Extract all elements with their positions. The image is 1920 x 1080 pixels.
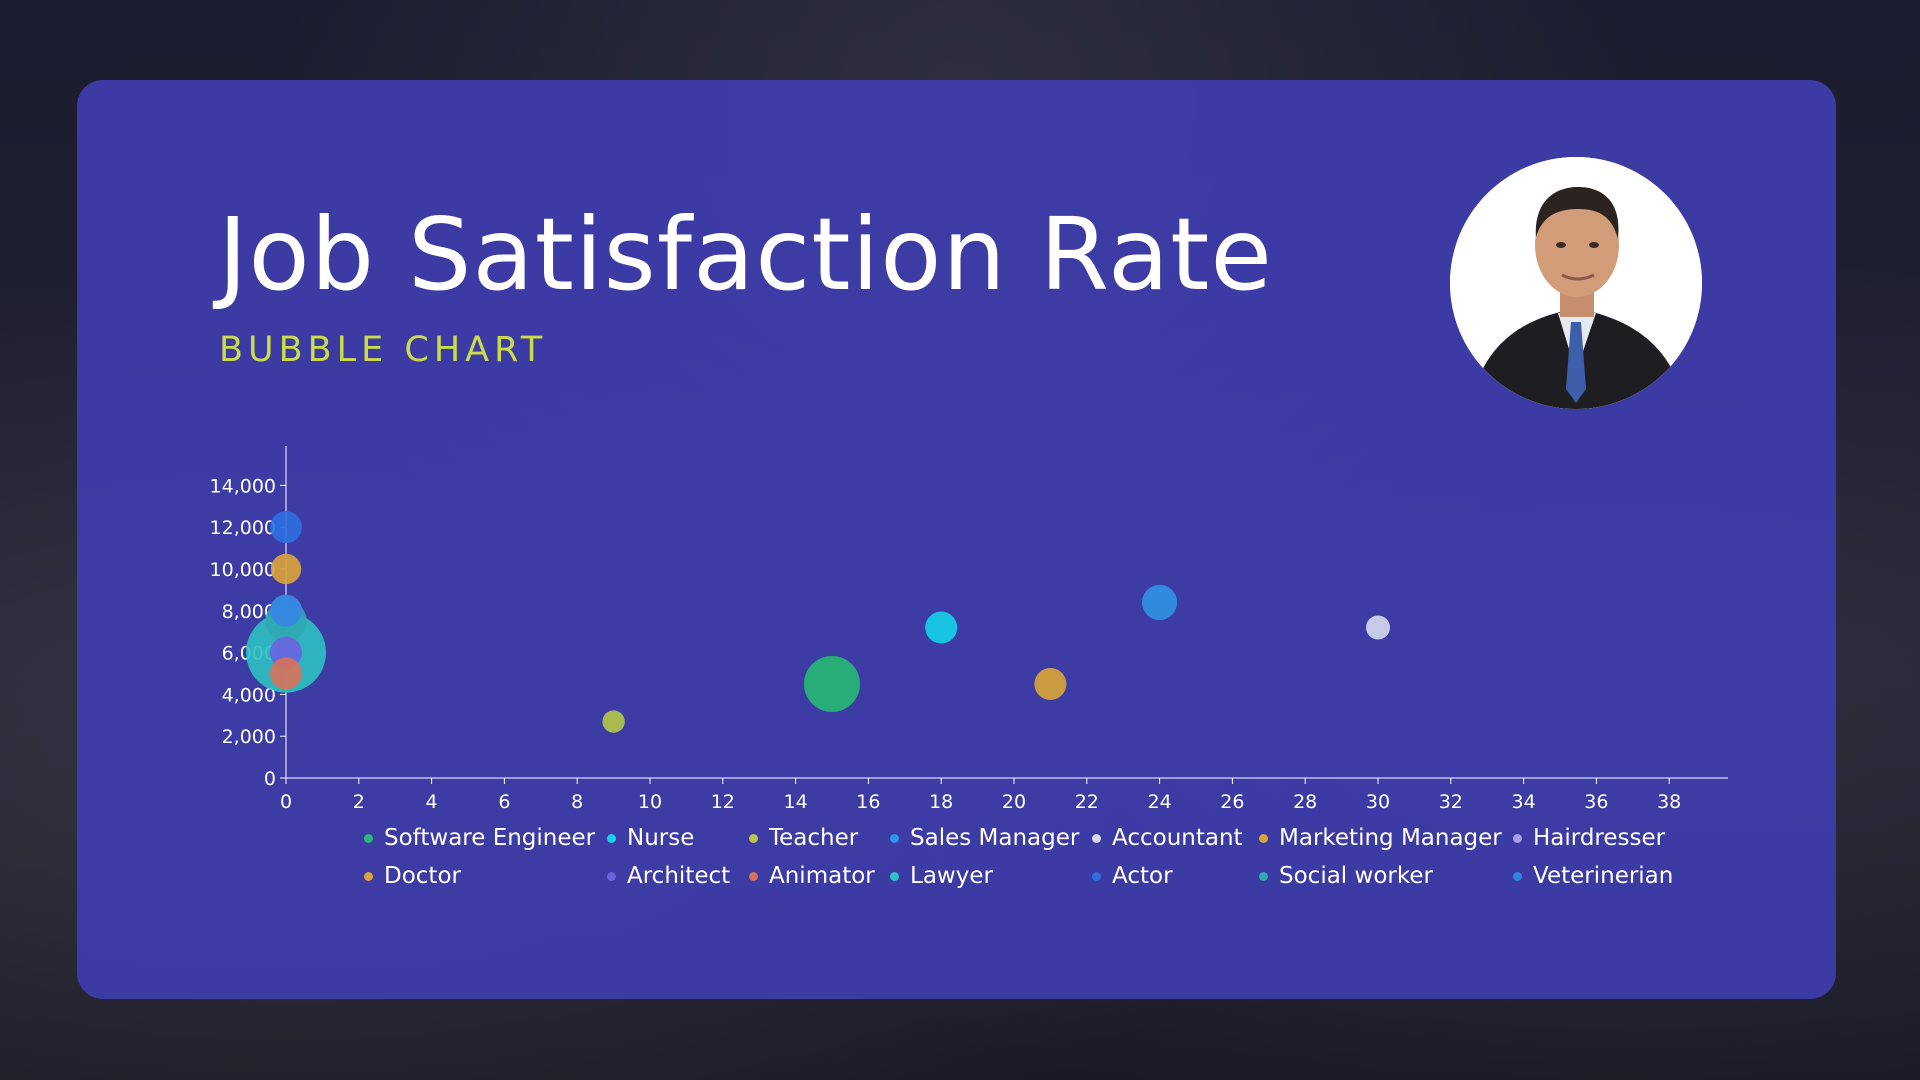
bubble-sales-manager[interactable] [1142, 584, 1178, 621]
y-tick-label: 10,000 [210, 559, 276, 581]
legend-label: Marketing Manager [1279, 825, 1502, 851]
bubble-software-engineer[interactable] [804, 655, 860, 712]
legend-label: Social worker [1279, 863, 1433, 889]
x-tick-label: 2 [353, 791, 365, 813]
bubble-doctor[interactable] [270, 553, 302, 585]
y-tick-label: 8,000 [222, 601, 276, 623]
x-tick-label: 16 [856, 791, 880, 813]
slide-title: Job Satisfaction Rate [218, 196, 1273, 313]
legend-marker [749, 871, 758, 881]
x-tick-label: 32 [1439, 791, 1463, 813]
x-tick-label: 24 [1148, 791, 1172, 813]
chart-axes: 0 2 4 6 8 10 12 14 16 18 20 22 24 26 28 30 32 34 36 3802,00… [210, 446, 1728, 813]
legend-marker [1092, 833, 1101, 843]
profile-photo [1450, 157, 1702, 409]
legend-item[interactable]: Lawyer [876, 863, 1078, 889]
x-tick-label: 0 [280, 791, 292, 813]
bubble-marketing-manager[interactable] [1034, 667, 1067, 700]
legend-label: Animator [769, 863, 875, 889]
x-tick-label: 4 [426, 791, 438, 813]
y-tick-label: 14,000 [210, 475, 276, 497]
legend-marker [749, 833, 758, 843]
legend-marker [1513, 833, 1522, 843]
person-portrait-icon [1450, 157, 1702, 409]
legend-label: Hairdresser [1533, 825, 1666, 851]
legend-item[interactable]: Hairdresser [1499, 825, 1699, 851]
bubble-accountant[interactable] [1366, 615, 1390, 640]
legend-label: Accountant [1112, 825, 1243, 851]
x-tick-label: 10 [638, 791, 662, 813]
legend-item[interactable]: Architect [593, 863, 735, 889]
y-tick-label: 4,000 [222, 684, 276, 706]
legend-marker [890, 833, 899, 843]
legend-label: Veterinerian [1533, 863, 1674, 889]
x-tick-label: 34 [1512, 791, 1536, 813]
x-tick-label: 26 [1220, 791, 1244, 813]
x-tick-label: 28 [1293, 791, 1317, 813]
legend-item[interactable]: Actor [1078, 863, 1245, 889]
legend-item[interactable]: Sales Manager [876, 825, 1080, 851]
y-tick-label: 0 [264, 768, 276, 790]
x-tick-label: 8 [571, 791, 583, 813]
x-tick-label: 30 [1366, 791, 1390, 813]
legend-item[interactable]: Software Engineer [350, 825, 596, 851]
legend-item[interactable]: Social worker [1245, 863, 1499, 889]
legend-item[interactable]: Teacher [735, 825, 876, 851]
legend-marker [364, 833, 373, 843]
x-tick-label: 22 [1075, 791, 1099, 813]
chart-legend: Software Engineer Nurse Teacher Sales Manag… [350, 825, 1730, 889]
legend-marker [890, 871, 899, 881]
legend-marker [364, 871, 373, 881]
legend-label: Teacher [769, 825, 859, 851]
slide-subtitle: BUBBLE CHART [219, 330, 548, 370]
legend-label: Architect [627, 863, 731, 889]
bubble-actor[interactable] [270, 511, 302, 544]
legend-item[interactable]: Marketing Manager [1245, 825, 1502, 851]
x-tick-label: 18 [929, 791, 953, 813]
legend-marker [1092, 871, 1101, 881]
x-tick-label: 14 [784, 791, 808, 813]
bubble-veterinerian[interactable] [270, 594, 302, 627]
x-tick-label: 36 [1584, 791, 1608, 813]
legend-marker [1259, 871, 1268, 881]
legend-item[interactable]: Animator [735, 863, 876, 889]
legend-marker [1259, 833, 1268, 843]
legend-label: Nurse [627, 825, 695, 851]
legend-item[interactable]: Doctor [350, 863, 593, 889]
x-tick-label: 20 [1002, 791, 1026, 813]
legend-label: Software Engineer [384, 825, 596, 851]
legend-item[interactable]: Nurse [593, 825, 735, 851]
legend-label: Sales Manager [910, 825, 1080, 851]
legend-marker [1513, 871, 1522, 881]
bubble-nurse[interactable] [925, 611, 958, 644]
x-tick-label: 6 [498, 791, 510, 813]
bubble-teacher[interactable] [602, 710, 625, 733]
chart-bubbles [246, 511, 1390, 733]
legend-label: Doctor [384, 863, 461, 889]
x-tick-label: 12 [711, 791, 735, 813]
y-tick-label: 12,000 [210, 517, 276, 539]
legend-marker [607, 871, 616, 881]
legend-label: Lawyer [910, 863, 993, 889]
y-tick-label: 2,000 [222, 726, 276, 748]
legend-item[interactable]: Veterinerian [1499, 863, 1699, 889]
legend-label: Actor [1112, 863, 1173, 889]
bubble-animator[interactable] [270, 657, 302, 690]
legend-marker [607, 833, 616, 843]
legend-item[interactable]: Accountant [1078, 825, 1245, 851]
x-tick-label: 38 [1657, 791, 1681, 813]
